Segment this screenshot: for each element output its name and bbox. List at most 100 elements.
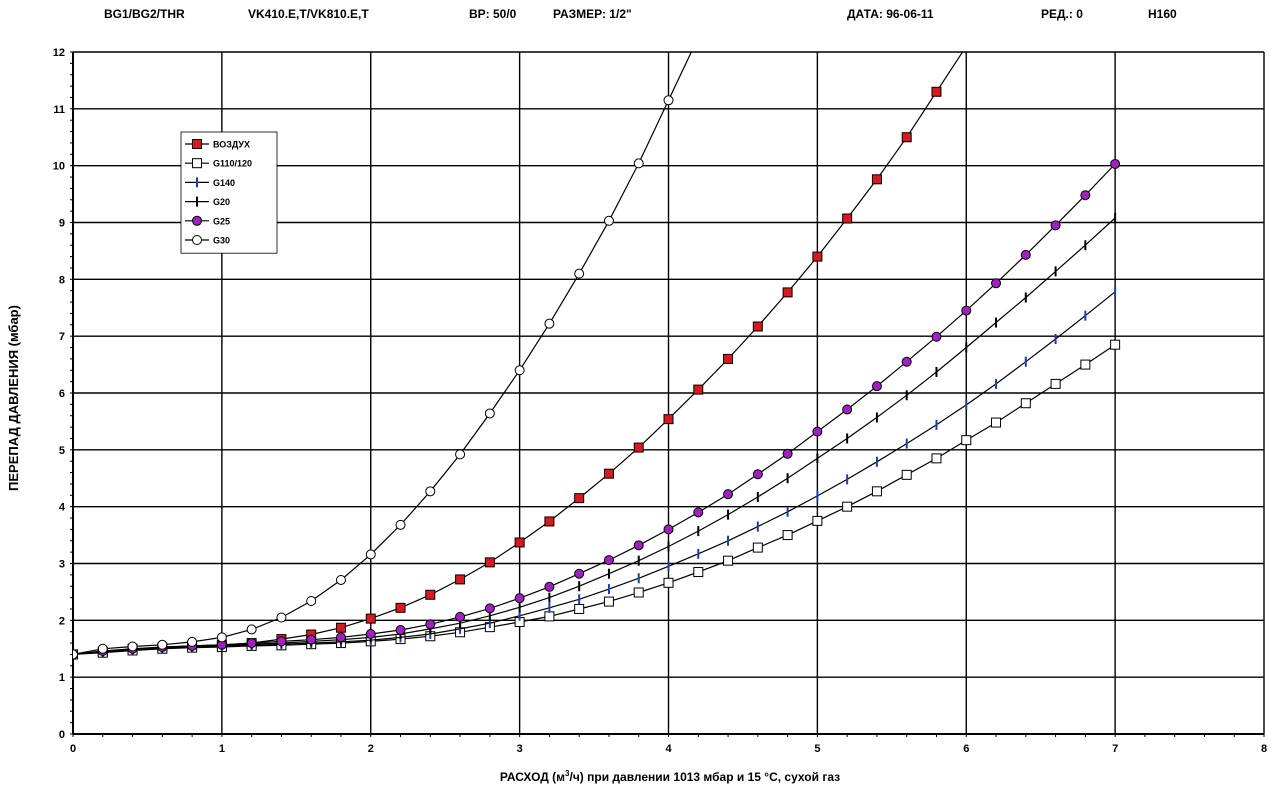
legend-label: G30 (213, 236, 230, 246)
data-point (514, 365, 525, 376)
data-point (514, 593, 525, 604)
data-point (544, 516, 555, 527)
data-point (991, 417, 1002, 428)
header-rev: РЕД.: 0 (1041, 7, 1083, 21)
data-point (812, 515, 823, 526)
data-point (365, 549, 376, 560)
x-tick-label: 2 (368, 743, 374, 755)
data-point (544, 611, 555, 622)
data-point (335, 574, 346, 585)
data-point (723, 555, 734, 566)
y-tick-label: 11 (53, 104, 65, 116)
x-axis-label-suffix: /ч) при давлении 1013 мбар и 15 °C, сухо… (569, 770, 841, 784)
data-point (544, 581, 555, 592)
data-point (1050, 220, 1061, 231)
data-point (603, 468, 614, 479)
data-point (127, 641, 138, 652)
header-size: РАЗМЕР: 1/2" (553, 7, 632, 21)
legend-marker (192, 158, 202, 169)
y-tick-label: 5 (59, 445, 65, 457)
data-point (663, 414, 674, 425)
data-point (395, 519, 406, 530)
data-point (365, 613, 376, 624)
x-tick-label: 7 (1112, 743, 1118, 755)
data-point (395, 624, 406, 635)
y-tick-label: 3 (59, 559, 65, 571)
data-point (871, 486, 882, 497)
data-point (1020, 249, 1031, 260)
data-point (335, 622, 346, 633)
data-point (991, 278, 1002, 289)
data-point (663, 95, 674, 106)
series-line (73, 291, 1116, 655)
data-point (1080, 359, 1091, 370)
data-point (842, 501, 853, 512)
data-point (425, 486, 436, 497)
data-point (603, 555, 614, 566)
data-point (1050, 378, 1061, 389)
y-tick-label: 12 (53, 47, 65, 59)
y-tick-label: 0 (59, 729, 65, 741)
data-point (782, 287, 793, 298)
series-line (73, 52, 692, 655)
data-point (1110, 158, 1121, 169)
data-point (276, 636, 287, 647)
data-point (633, 442, 644, 453)
data-point (574, 493, 585, 504)
data-point (752, 321, 763, 332)
data-point (603, 215, 614, 226)
data-point (484, 408, 495, 419)
x-tick-label: 6 (963, 743, 969, 755)
data-point (455, 611, 466, 622)
legend-marker (192, 139, 202, 149)
data-point (961, 435, 972, 446)
data-point (246, 638, 257, 649)
data-point (574, 268, 585, 279)
x-axis-label-prefix: РАСХОД (м (499, 770, 566, 784)
legend-marker (192, 235, 202, 245)
data-point (663, 524, 674, 535)
data-point (752, 469, 763, 480)
y-tick-label: 9 (59, 218, 65, 230)
data-point (395, 602, 406, 613)
data-point (425, 619, 436, 630)
data-point (663, 577, 674, 588)
y-tick-label: 1 (59, 672, 65, 684)
data-point (335, 632, 346, 643)
data-point (574, 603, 585, 614)
legend-box (180, 131, 278, 254)
data-point (693, 384, 704, 395)
data-point (157, 639, 168, 650)
legend-label: G110/120 (213, 159, 252, 169)
x-tick-label: 3 (517, 743, 523, 755)
header-model: BG1/BG2/THR (104, 7, 185, 21)
data-point (97, 643, 108, 654)
y-tick-label: 7 (59, 331, 65, 343)
y-tick-label: 4 (59, 502, 66, 514)
legend-marker (192, 215, 202, 226)
data-point (752, 542, 763, 553)
header-date: ДАТА: 96-06-11 (847, 7, 934, 21)
data-point (901, 132, 912, 143)
data-point (306, 634, 317, 645)
data-point (514, 537, 525, 548)
data-point (365, 628, 376, 639)
data-point (931, 331, 942, 342)
data-point (1110, 339, 1121, 350)
data-point (871, 174, 882, 185)
y-axis-label: ПЕРЕПАД ДАВЛЕНИЯ (мбар) (6, 305, 21, 491)
legend-label: ВОЗДУХ (213, 140, 250, 150)
x-tick-label: 0 (70, 743, 76, 755)
data-point (931, 86, 942, 97)
data-point (812, 251, 823, 262)
data-point (425, 589, 436, 600)
legend-label: G25 (213, 216, 230, 226)
x-tick-label: 5 (814, 743, 820, 755)
data-point (455, 574, 466, 585)
legend: ВОЗДУХ G110/120 G140 G20 G25 G30 (180, 131, 278, 254)
data-point (901, 356, 912, 367)
data-point (306, 596, 317, 607)
y-tick-label: 8 (59, 274, 65, 286)
data-point (633, 587, 644, 598)
